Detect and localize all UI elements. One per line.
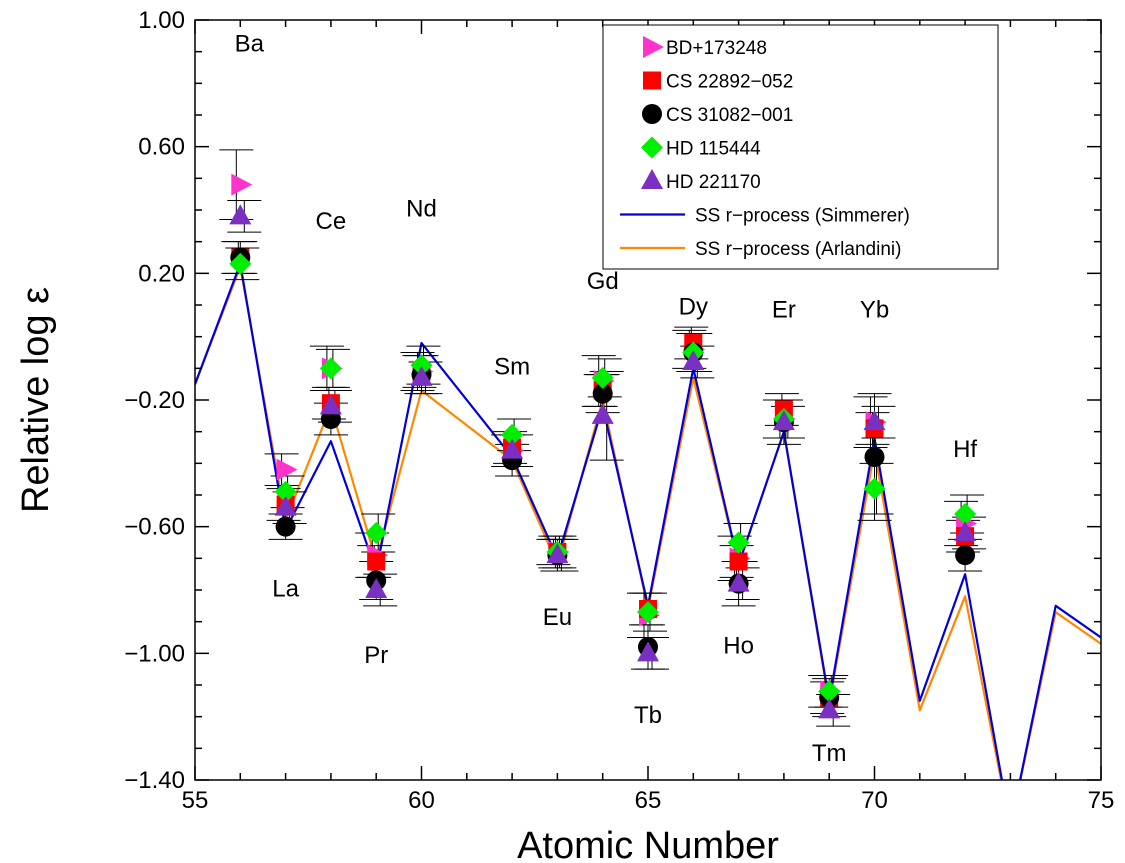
element-label: Yb [860,297,889,324]
data-point [591,403,614,424]
x-tick-label: 55 [182,787,209,814]
data-point [410,365,433,386]
element-labels: Ba La Ce Pr Nd Sm Eu Gd Tb Dy Ho Er Yb Tm Hf [235,31,978,767]
model-lines [195,262,1101,780]
legend-marker [642,104,662,124]
element-label: Ba [235,31,265,58]
element-label: Pr [364,642,388,669]
data-point [682,350,705,370]
data-point [863,477,886,500]
x-axis-title: Atomic Number [517,825,779,863]
data-point [319,394,342,415]
legend-marker [641,136,663,159]
element-label: Dy [679,294,708,321]
data-markers [229,173,978,719]
data-point [276,458,298,481]
legend-marker [641,169,663,189]
data-point [501,423,524,446]
x-tick-label: 70 [861,787,888,814]
data-point [229,204,252,225]
legend-label: BD+173248 [666,38,767,59]
data-point [729,552,748,571]
y-tick-label: −0.20 [124,387,185,414]
element-label: Gd [587,268,619,295]
data-point [501,438,524,459]
data-point [772,410,795,431]
y-tick-label: 0.20 [138,260,185,287]
x-tick-labels: 55 60 65 70 75 [182,787,1115,814]
data-point [955,545,976,566]
x-tick-label: 65 [635,787,662,814]
legend-box [602,24,999,270]
legend-label: CS 31082−001 [666,105,793,126]
data-point [954,503,977,525]
element-label: Eu [543,604,572,631]
data-point [863,410,886,431]
y-tick-label: −1.00 [124,640,185,667]
legend-label: SS r−process (Arlandini) [695,239,901,260]
model-line [195,262,1101,780]
data-point [367,552,386,571]
data-point [274,495,297,516]
legend-label: CS 22892−052 [666,72,793,93]
y-tick-label: 0.60 [138,134,185,161]
y-axis-title: Relative log ε [15,287,57,513]
y-tick-label: 1.00 [138,7,185,34]
data-point [818,698,841,719]
element-label: Nd [406,195,437,222]
legend-marker [643,36,664,58]
element-label: Hf [953,436,977,463]
data-point [229,252,252,275]
element-label: Tm [812,740,847,767]
data-point [319,357,342,380]
data-point [274,480,297,503]
legend: BD+173248 CS 22892−052 CS 31082−001 HD 1154… [602,24,999,270]
data-point [637,601,659,624]
data-point [275,516,296,537]
data-point [231,173,253,196]
data-point [727,571,750,592]
model-line [195,265,1101,780]
data-point [591,366,614,389]
data-point [592,383,613,404]
element-label: Ce [316,208,347,235]
x-tick-label: 60 [408,787,435,814]
element-label: Ho [723,632,754,659]
data-point [410,354,433,377]
legend-label: SS r−process (Simmerer) [695,206,910,227]
axis-ticks [194,19,1102,781]
data-point [365,522,388,544]
data-point [546,543,569,564]
data-point [954,521,977,541]
legend-label: HD 115444 [666,139,761,160]
element-label: Sm [494,354,530,381]
legend-label: HD 221170 [666,172,761,193]
data-point [365,578,388,598]
element-label: Er [772,297,796,324]
y-tick-label: −1.40 [124,767,185,794]
data-point [727,531,750,554]
y-tick-labels: 1.00 0.60 0.20 −0.20 −0.60 −1.00 −1.40 [124,7,185,794]
data-point [637,641,659,662]
legend-marker [643,71,661,90]
x-tick-label: 75 [1088,787,1115,814]
y-tick-label: −0.60 [124,514,185,541]
element-label: La [272,575,299,602]
element-label: Tb [634,702,662,729]
data-point [864,447,885,467]
data-point [818,680,841,703]
